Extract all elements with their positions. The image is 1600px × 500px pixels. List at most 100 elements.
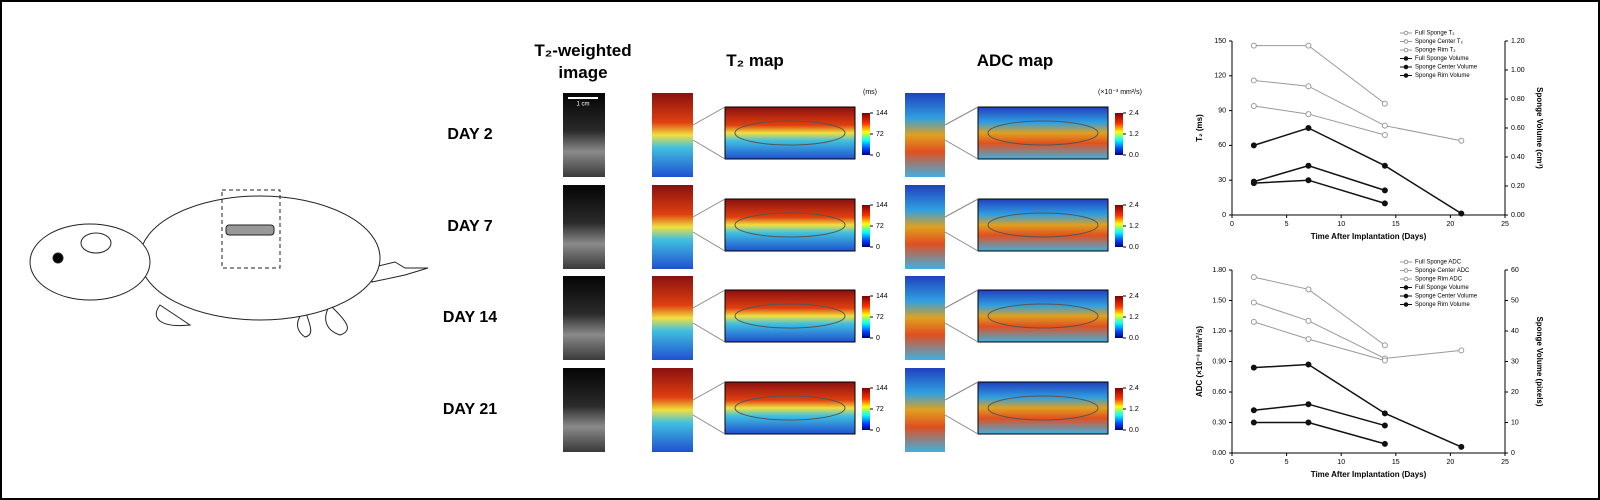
adc-map [977, 106, 1109, 160]
adc-small-map [905, 276, 945, 360]
sponge-outline [987, 120, 1099, 146]
legend-label: Sponge Rim Volume [1415, 73, 1470, 79]
colorbar-tick-label: 0.0 [1129, 427, 1139, 434]
t2w-image [563, 93, 605, 177]
legend-label: Full Sponge Volume [1415, 285, 1469, 291]
data-point [1305, 42, 1312, 49]
zoom-line [944, 106, 979, 126]
y2-tick-label: 0.80 [1511, 96, 1525, 103]
data-point [1458, 210, 1465, 217]
y2-tick-label: 40 [1511, 328, 1519, 335]
y-tick-label: 1.80 [1212, 267, 1226, 274]
scale-bar-label: 1 cm [576, 102, 589, 108]
series-line [1253, 421, 1386, 445]
colorbar-tick-label: 72 [876, 314, 884, 321]
legend-marker [1403, 30, 1409, 36]
colorbar [1115, 388, 1123, 430]
legend-label: Full Sponge Volume [1415, 56, 1469, 62]
colorbar-tick-label: 72 [876, 406, 884, 413]
data-point [1305, 419, 1312, 426]
colorbar-tick-label: 1.2 [1129, 406, 1139, 413]
y-tick-label: 30 [1218, 177, 1226, 184]
series-line [1253, 363, 1462, 448]
x-tick-label: 25 [1501, 459, 1509, 466]
column-header: T₂ map [726, 51, 784, 70]
adc-map [977, 289, 1109, 343]
legend-marker [1403, 47, 1409, 53]
zoom-line [692, 198, 726, 218]
data-point [1381, 357, 1388, 364]
line-chart: 0 5 10 15 20 25 0 30 60 90 120 150 0.00 0.20 0.40 0.60 0… [1195, 31, 1544, 242]
x-tick-label: 5 [1285, 221, 1289, 228]
colorbar-tick-label: 144 [876, 202, 888, 209]
zoom-line [944, 322, 979, 343]
legend-label: Full Sponge T₂ [1415, 31, 1455, 37]
y2-tick-label: 30 [1511, 358, 1519, 365]
t2w-image [563, 276, 605, 360]
x-tick-label: 10 [1337, 221, 1345, 228]
sponge-outline [734, 212, 846, 238]
legend-marker [1403, 293, 1409, 299]
t2-map [724, 106, 856, 160]
colorbar-tick-label: 72 [876, 223, 884, 230]
data-point [1250, 299, 1257, 306]
x-tick-label: 0 [1230, 459, 1234, 466]
data-point [1305, 111, 1312, 118]
colorbar-tick-label: 0 [876, 335, 880, 342]
colorbar-tick-label: 2.4 [1129, 293, 1139, 300]
data-point [1458, 347, 1465, 354]
data-point [1381, 122, 1388, 129]
colorbar-tick-label: 0 [876, 427, 880, 434]
data-point [1250, 42, 1257, 49]
series-line [1253, 79, 1462, 142]
colorbar [1115, 113, 1123, 155]
data-point [1250, 419, 1257, 426]
colorbar-tick-label: 2.4 [1129, 385, 1139, 392]
zoom-line [692, 381, 726, 401]
data-point [1305, 336, 1312, 343]
t2-small-map [652, 93, 693, 177]
zoom-line [944, 231, 979, 252]
y-tick-label: 1.20 [1212, 328, 1226, 335]
y-tick-label: 0.60 [1212, 389, 1226, 396]
zoom-line [944, 414, 979, 435]
data-point [1250, 364, 1257, 371]
zoom-line [944, 139, 979, 160]
data-point [1305, 401, 1312, 408]
x-tick-label: 20 [1447, 459, 1455, 466]
legend-label: Sponge Center T₂ [1415, 39, 1464, 45]
t2-map [724, 289, 856, 343]
y2-tick-label: 1.00 [1511, 67, 1525, 74]
data-point [1381, 131, 1388, 138]
t2w-image [563, 368, 605, 452]
sponge-outline [734, 303, 846, 329]
data-point [1305, 177, 1312, 184]
row-label: DAY 21 [443, 401, 497, 418]
y-tick-label: 0.30 [1212, 419, 1226, 426]
data-point [1305, 162, 1312, 169]
x-tick-label: 25 [1501, 221, 1509, 228]
data-point [1305, 286, 1312, 293]
x-tick-label: 15 [1392, 459, 1400, 466]
adc-small-map [905, 185, 945, 269]
y2-tick-label: 50 [1511, 297, 1519, 304]
y-tick-label: 0.00 [1212, 450, 1226, 457]
colorbar-tick-label: 72 [876, 131, 884, 138]
colorbar [862, 205, 870, 247]
x-tick-label: 0 [1230, 221, 1234, 228]
series-line [1253, 302, 1462, 359]
y2-tick-label: 1.20 [1511, 38, 1525, 45]
legend-label: Sponge Rim ADC [1415, 277, 1463, 283]
colorbar [862, 388, 870, 430]
data-point [1250, 102, 1257, 109]
line-chart: 0 5 10 15 20 25 0.00 0.30 0.60 0.90 1.20 1.50 1.80 0 1… [1195, 260, 1544, 480]
y2-tick-label: 20 [1511, 389, 1519, 396]
adc-map [977, 381, 1109, 435]
sponge-outline [987, 212, 1099, 238]
y-tick-label: 90 [1218, 107, 1226, 114]
data-point [1458, 137, 1465, 144]
zoom-line [944, 381, 979, 401]
legend-marker [1403, 64, 1409, 70]
t2-small-map [652, 368, 693, 452]
zoom-line [692, 106, 726, 126]
